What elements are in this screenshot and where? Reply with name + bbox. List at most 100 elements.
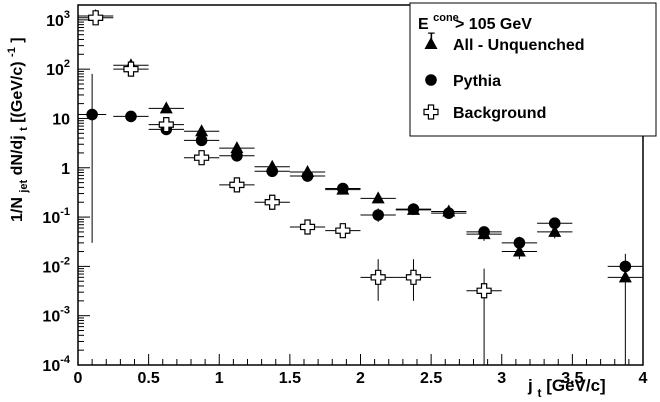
triangle-marker bbox=[195, 124, 209, 137]
y-tick-label-base: 10 bbox=[42, 259, 60, 276]
open-cross-marker bbox=[158, 117, 174, 133]
x-tick-label: 2 bbox=[356, 370, 365, 387]
open-cross-marker bbox=[264, 194, 280, 210]
data-point bbox=[219, 177, 255, 193]
triangle-marker bbox=[424, 37, 438, 49]
triangle-marker bbox=[371, 191, 385, 204]
y-tick-label: 1 bbox=[61, 161, 70, 178]
legend-entry: Pythia bbox=[425, 73, 501, 90]
x-axis-label-sub: t bbox=[537, 386, 541, 400]
data-point bbox=[254, 194, 290, 210]
y-axis-label-sup: -1 bbox=[6, 47, 18, 57]
circle-marker bbox=[337, 182, 349, 195]
data-point bbox=[395, 203, 432, 215]
y-axis-label-sub2: t bbox=[18, 127, 30, 131]
open-cross-marker bbox=[123, 61, 139, 77]
data-point bbox=[289, 170, 326, 182]
y-tick-label: 102 bbox=[46, 58, 70, 79]
data-point bbox=[78, 10, 114, 26]
circle-marker bbox=[442, 207, 455, 219]
x-tick-label: 2.5 bbox=[420, 370, 442, 387]
data-point bbox=[537, 217, 573, 230]
open-cross-marker bbox=[476, 283, 492, 299]
y-tick-label-exp: 3 bbox=[64, 9, 70, 21]
y-tick-label: 10-4 bbox=[42, 354, 70, 375]
x-tick-label: 1.5 bbox=[279, 370, 301, 387]
legend-box bbox=[409, 2, 657, 137]
y-tick-label: 103 bbox=[46, 9, 70, 30]
circle-marker bbox=[407, 203, 420, 215]
data-point bbox=[607, 253, 643, 282]
y-tick-label-base: 10 bbox=[46, 62, 64, 79]
axis-ticks: 0 0.5 1 1.5 2 2.5 3 3.5 410310210110-110-210-310… bbox=[42, 4, 648, 387]
circle-marker bbox=[195, 134, 208, 147]
y-tick-label: 10-3 bbox=[42, 305, 70, 326]
series-background bbox=[78, 10, 502, 365]
x-tick-label: 3 bbox=[497, 370, 506, 387]
legend-entry: Background bbox=[423, 104, 546, 122]
open-cross-marker bbox=[405, 269, 422, 285]
y-tick-label-base: 1 bbox=[61, 161, 70, 178]
y-axis-label-p4: ] bbox=[9, 37, 26, 42]
open-cross-marker bbox=[423, 104, 439, 120]
legend-entry: All - Unquenched bbox=[424, 37, 585, 54]
x-axis-label-main: j bbox=[527, 376, 533, 395]
series-pythia bbox=[78, 73, 643, 282]
triangle-marker bbox=[548, 224, 562, 237]
y-tick-label-exp: -4 bbox=[60, 354, 71, 366]
open-cross-marker bbox=[299, 219, 316, 235]
y-tick-label-base: 10 bbox=[42, 358, 60, 375]
circle-marker bbox=[125, 110, 137, 123]
circle-marker bbox=[301, 170, 314, 182]
y-tick-label-base: 10 bbox=[46, 13, 64, 30]
data-point bbox=[219, 149, 255, 162]
y-axis-label-p3: [(GeV/c) bbox=[9, 61, 26, 122]
legend-label: Background bbox=[453, 105, 546, 122]
legend-header-sup: cone bbox=[433, 12, 459, 24]
y-axis-label-p2: dN/dj bbox=[9, 135, 26, 175]
data-point bbox=[78, 73, 107, 243]
data-point bbox=[466, 268, 502, 365]
x-tick-label: 1 bbox=[215, 370, 224, 387]
open-cross-marker bbox=[370, 269, 386, 285]
data-point bbox=[113, 61, 149, 77]
circle-marker bbox=[372, 209, 384, 221]
y-axis-label-sub1: jet bbox=[18, 179, 30, 193]
data-point bbox=[360, 191, 396, 204]
circle-marker bbox=[425, 74, 437, 86]
data-point bbox=[148, 117, 184, 133]
data-point bbox=[395, 259, 432, 301]
open-cross-marker bbox=[229, 177, 245, 193]
y-tick-label-base: 10 bbox=[42, 210, 60, 227]
legend-header-rest: > 105 GeV bbox=[455, 16, 532, 33]
x-axis-label-rest: [GeV/c] bbox=[546, 376, 606, 395]
x-axis-label: j t [GeV/c] bbox=[527, 376, 606, 401]
legend-header: E cone T > 105 GeV bbox=[418, 8, 532, 44]
legend-label: All - Unquenched bbox=[453, 37, 585, 54]
data-point bbox=[501, 236, 538, 251]
data-point bbox=[325, 182, 361, 195]
circle-marker bbox=[548, 217, 561, 230]
data-point bbox=[148, 101, 184, 114]
triangle-marker bbox=[230, 141, 244, 154]
data-layer bbox=[78, 8, 643, 365]
y-tick-label-exp: -3 bbox=[60, 305, 70, 317]
legend-header-base: E bbox=[418, 16, 429, 33]
triangle-marker bbox=[159, 101, 173, 114]
data-point bbox=[254, 165, 290, 178]
data-point bbox=[113, 110, 149, 123]
y-tick-label-exp: 2 bbox=[64, 58, 70, 70]
data-point bbox=[289, 219, 326, 235]
legend: E cone T > 105 GeV All - Unquenched Pythi… bbox=[409, 2, 657, 137]
x-tick-label: 0.5 bbox=[138, 370, 160, 387]
open-cross-marker bbox=[193, 150, 210, 166]
circle-marker bbox=[86, 108, 98, 121]
y-tick-label: 10-2 bbox=[42, 255, 70, 276]
x-tick-label: 3.5 bbox=[561, 370, 583, 387]
y-tick-label: 10 bbox=[52, 111, 70, 128]
circle-marker bbox=[231, 149, 243, 162]
y-tick-label-base: 10 bbox=[52, 111, 70, 128]
y-axis-label: 1/N jet dN/dj t [(GeV/c) -1 ] bbox=[2, 37, 31, 222]
y-tick-label: 10-1 bbox=[42, 206, 70, 227]
